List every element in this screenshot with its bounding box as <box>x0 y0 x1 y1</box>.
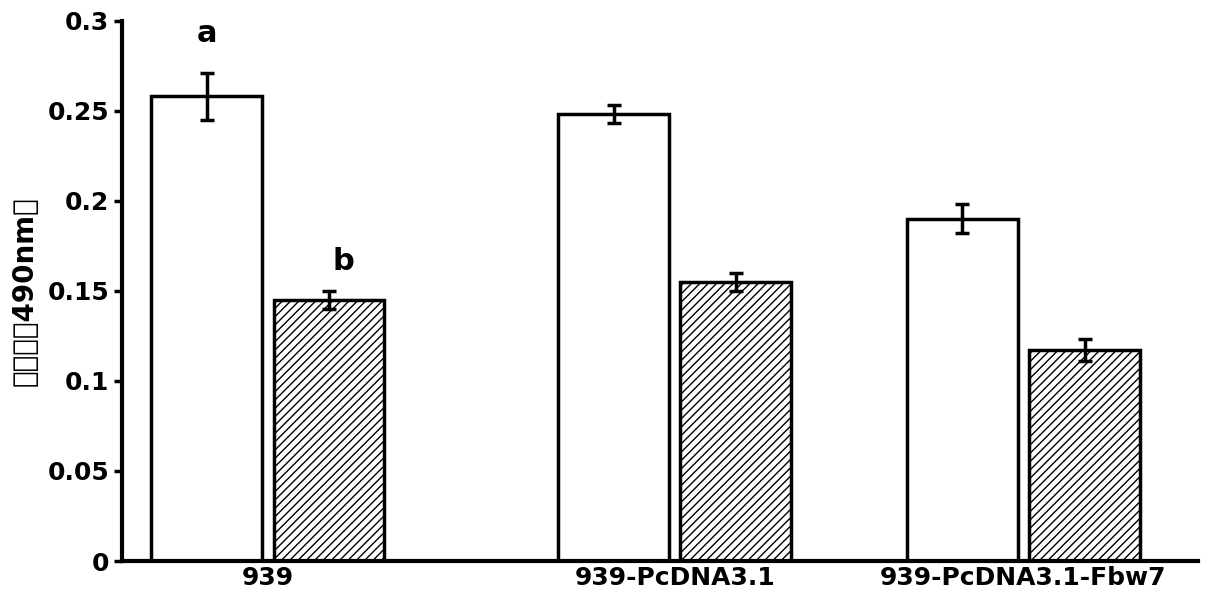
Text: b: b <box>332 248 354 276</box>
Bar <box>273 300 384 561</box>
Bar <box>151 96 262 561</box>
Bar <box>559 114 669 561</box>
Y-axis label: 吸光値（490nm）: 吸光値（490nm） <box>11 196 39 386</box>
Bar <box>681 282 791 561</box>
Bar <box>907 219 1018 561</box>
Text: a: a <box>196 19 216 47</box>
Bar <box>1029 350 1140 561</box>
